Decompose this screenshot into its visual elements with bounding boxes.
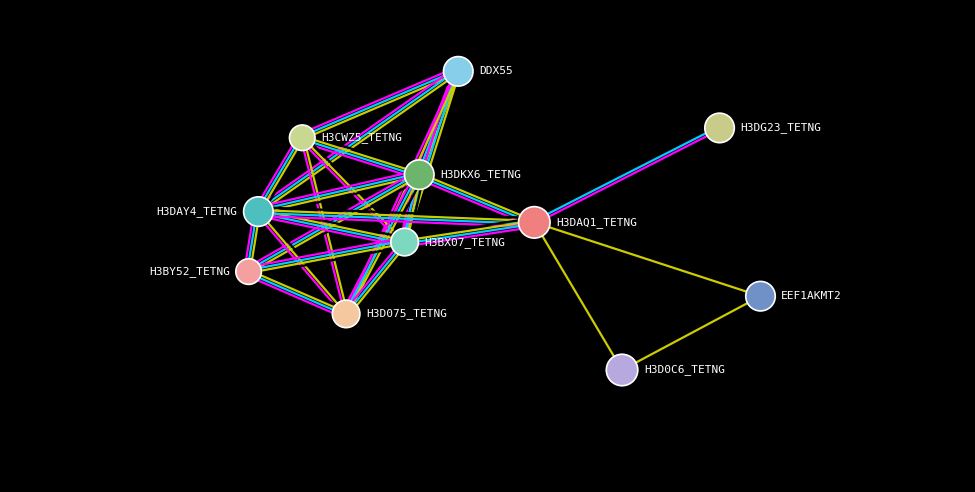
Text: H3DAQ1_TETNG: H3DAQ1_TETNG	[556, 217, 637, 228]
Text: H3DG23_TETNG: H3DG23_TETNG	[740, 123, 821, 133]
Circle shape	[244, 197, 273, 226]
Circle shape	[391, 228, 418, 256]
Circle shape	[405, 160, 434, 189]
Text: EEF1AKMT2: EEF1AKMT2	[781, 291, 842, 301]
Text: H3D0C6_TETNG: H3D0C6_TETNG	[644, 365, 724, 375]
Text: H3BX07_TETNG: H3BX07_TETNG	[424, 237, 505, 247]
Text: DDX55: DDX55	[479, 66, 513, 76]
Circle shape	[236, 259, 261, 284]
Circle shape	[444, 57, 473, 86]
Circle shape	[746, 281, 775, 311]
Text: H3CWZ5_TETNG: H3CWZ5_TETNG	[321, 132, 402, 143]
Text: H3D075_TETNG: H3D075_TETNG	[366, 308, 447, 319]
Circle shape	[290, 125, 315, 151]
Circle shape	[519, 207, 550, 238]
Text: H3BY52_TETNG: H3BY52_TETNG	[149, 266, 230, 277]
Text: H3DKX6_TETNG: H3DKX6_TETNG	[440, 169, 521, 180]
Text: H3DAY4_TETNG: H3DAY4_TETNG	[157, 206, 238, 217]
Circle shape	[606, 354, 638, 386]
Circle shape	[705, 113, 734, 143]
Circle shape	[332, 300, 360, 328]
